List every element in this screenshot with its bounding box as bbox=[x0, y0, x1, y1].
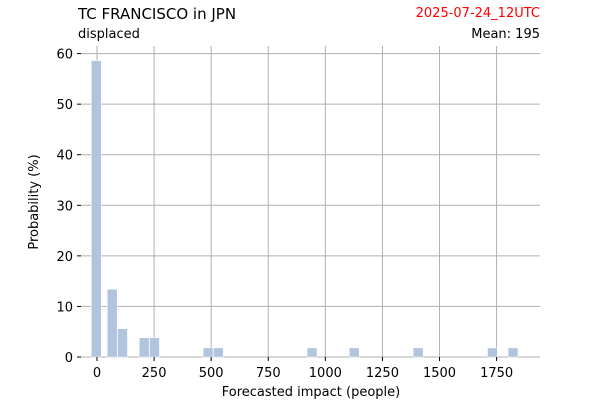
histogram-bar bbox=[306, 347, 318, 358]
bars bbox=[91, 60, 519, 358]
x-axis-label: Forecasted impact (people) bbox=[222, 385, 400, 400]
histogram-bar bbox=[507, 347, 519, 358]
histogram-bar bbox=[117, 328, 128, 358]
y-tick-label: 60 bbox=[56, 48, 73, 63]
x-tick-label: 1000 bbox=[309, 366, 342, 381]
x-axis-ticks: 0 250 500 750 1000 1250 1500 1750 bbox=[93, 357, 513, 381]
histogram-bar bbox=[138, 337, 150, 358]
histogram-bar bbox=[107, 288, 118, 358]
histogram-bar bbox=[202, 347, 214, 358]
histogram-bar bbox=[349, 347, 360, 358]
histogram-bar bbox=[91, 60, 102, 358]
y-tick-label: 50 bbox=[56, 98, 73, 113]
x-tick-label: 1500 bbox=[423, 366, 456, 381]
y-tick-label: 0 bbox=[65, 351, 73, 366]
y-axis-label: Probability (%) bbox=[27, 154, 42, 249]
x-tick-label: 1750 bbox=[480, 366, 513, 381]
y-tick-label: 20 bbox=[56, 250, 73, 265]
x-tick-label: 250 bbox=[142, 366, 167, 381]
x-tick-label: 0 bbox=[93, 366, 101, 381]
forecast-date: 2025-07-24_12UTC bbox=[415, 6, 540, 21]
x-tick-label: 1250 bbox=[366, 366, 399, 381]
histogram-bar bbox=[149, 337, 160, 358]
y-tick-label: 40 bbox=[56, 149, 73, 164]
chart-title: TC FRANCISCO in JPN bbox=[78, 5, 237, 23]
y-tick-label: 10 bbox=[56, 300, 73, 315]
histogram-bar bbox=[213, 347, 224, 358]
y-axis-ticks: 0 10 20 30 40 50 60 bbox=[56, 48, 81, 366]
x-tick-label: 500 bbox=[199, 366, 224, 381]
histogram-bar bbox=[413, 347, 424, 358]
histogram-bar bbox=[487, 347, 498, 358]
chart-subtitle: displaced bbox=[78, 27, 140, 42]
mean-value: Mean: 195 bbox=[471, 27, 540, 42]
grid-lines bbox=[81, 46, 540, 358]
y-tick-label: 30 bbox=[56, 199, 73, 214]
x-tick-label: 750 bbox=[256, 366, 281, 381]
